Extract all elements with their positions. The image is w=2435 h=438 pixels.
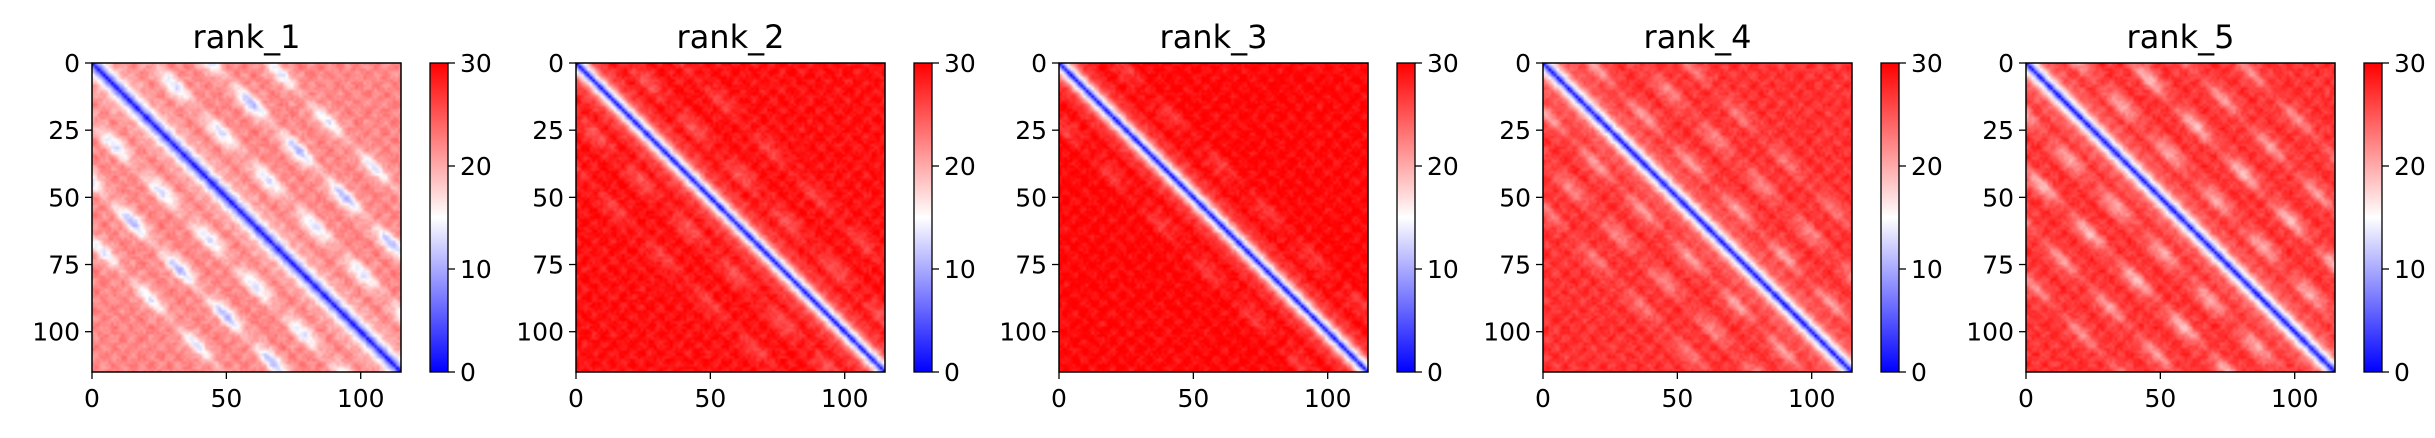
colorbar — [429, 62, 449, 373]
x-tick-label: 50 — [2144, 384, 2176, 413]
colorbar-tick-label: 30 — [944, 49, 976, 78]
heatmap-image — [92, 63, 401, 372]
panel-title: rank_4 — [1644, 18, 1752, 56]
heatmap-panel-rank_5: rank_5 0 50 100 0 25 50 75 100 0 10 20 30 — [1966, 18, 2426, 413]
y-tick-label: 50 — [532, 183, 564, 212]
heatmap-panel-rank_1: rank_1 0 50 100 0 25 50 75 100 0 10 20 30 — [32, 18, 492, 413]
heatmap-panel-rank_2: rank_2 0 50 100 0 25 50 75 100 0 10 20 30 — [516, 18, 976, 413]
panel-title: rank_2 — [677, 18, 785, 56]
colorbar-tick-label: 10 — [460, 255, 492, 284]
x-tick-label: 100 — [1788, 384, 1836, 413]
y-tick-label: 25 — [48, 116, 80, 145]
heatmap-image — [576, 63, 885, 372]
colorbar — [2363, 62, 2383, 373]
y-tick-label: 100 — [32, 318, 80, 347]
colorbar-tick-label: 30 — [2394, 49, 2426, 78]
heatmap-panel-rank_4: rank_4 0 50 100 0 25 50 75 100 0 10 20 30 — [1483, 18, 1943, 413]
heatmap-image — [1543, 63, 1852, 372]
y-tick-label: 0 — [64, 49, 80, 78]
colorbar — [913, 62, 933, 373]
x-tick-label: 0 — [1535, 384, 1551, 413]
x-tick-label: 50 — [1177, 384, 1209, 413]
heatmap-image — [1059, 63, 1368, 372]
plot-frame — [1542, 62, 1853, 373]
y-tick-label: 0 — [1998, 49, 2014, 78]
x-tick-label: 100 — [1304, 384, 1352, 413]
colorbar — [1880, 62, 1900, 373]
colorbar-tick-label: 10 — [1911, 255, 1943, 284]
y-tick-label: 0 — [1031, 49, 1047, 78]
y-tick-label: 25 — [1015, 116, 1047, 145]
x-tick-label: 50 — [210, 384, 242, 413]
colorbar-tick-label: 0 — [2394, 358, 2410, 387]
panel-title: rank_5 — [2127, 18, 2235, 56]
panel-title: rank_3 — [1160, 18, 1268, 56]
colorbar-tick-label: 10 — [2394, 255, 2426, 284]
colorbar-tick-label: 20 — [2394, 152, 2426, 181]
heatmap-panel-rank_3: rank_3 0 50 100 0 25 50 75 100 0 10 20 30 — [999, 18, 1459, 413]
colorbar-tick-label: 0 — [1911, 358, 1927, 387]
y-tick-label: 50 — [1015, 183, 1047, 212]
y-tick-label: 25 — [1499, 116, 1531, 145]
y-tick-label: 0 — [1515, 49, 1531, 78]
colorbar-tick-label: 20 — [1427, 152, 1459, 181]
colorbar-tick-label: 10 — [1427, 255, 1459, 284]
y-tick-label: 50 — [1499, 183, 1531, 212]
colorbar-tick-label: 20 — [1911, 152, 1943, 181]
colorbar-tick-label: 30 — [1427, 49, 1459, 78]
x-tick-label: 100 — [2271, 384, 2319, 413]
colorbar-tick-label: 0 — [1427, 358, 1443, 387]
x-tick-label: 50 — [694, 384, 726, 413]
y-tick-label: 0 — [548, 49, 564, 78]
y-tick-label: 75 — [1499, 251, 1531, 280]
colorbar-tick-label: 20 — [944, 152, 976, 181]
x-tick-label: 0 — [1051, 384, 1067, 413]
y-tick-label: 75 — [532, 251, 564, 280]
x-tick-label: 0 — [568, 384, 584, 413]
colorbar-tick-label: 0 — [944, 358, 960, 387]
heatmap-image — [2026, 63, 2335, 372]
y-tick-label: 100 — [1483, 318, 1531, 347]
plot-frame — [575, 62, 886, 373]
x-tick-label: 100 — [821, 384, 869, 413]
y-tick-label: 50 — [48, 183, 80, 212]
colorbar-tick-label: 10 — [944, 255, 976, 284]
y-tick-label: 75 — [48, 251, 80, 280]
colorbar-tick-label: 30 — [1911, 49, 1943, 78]
y-tick-label: 100 — [516, 318, 564, 347]
y-tick-label: 25 — [1982, 116, 2014, 145]
x-tick-label: 50 — [1661, 384, 1693, 413]
y-tick-label: 75 — [1982, 251, 2014, 280]
x-tick-label: 100 — [337, 384, 385, 413]
colorbar-tick-label: 0 — [460, 358, 476, 387]
colorbar — [1396, 62, 1416, 373]
colorbar-tick-label: 30 — [460, 49, 492, 78]
plot-frame — [91, 62, 402, 373]
y-tick-label: 75 — [1015, 251, 1047, 280]
y-tick-label: 100 — [1966, 318, 2014, 347]
plot-frame — [1058, 62, 1369, 373]
plot-frame — [2025, 62, 2336, 373]
y-tick-label: 50 — [1982, 183, 2014, 212]
y-tick-label: 25 — [532, 116, 564, 145]
x-tick-label: 0 — [84, 384, 100, 413]
x-tick-label: 0 — [2018, 384, 2034, 413]
y-tick-label: 100 — [999, 318, 1047, 347]
panel-title: rank_1 — [193, 18, 301, 56]
colorbar-tick-label: 20 — [460, 152, 492, 181]
